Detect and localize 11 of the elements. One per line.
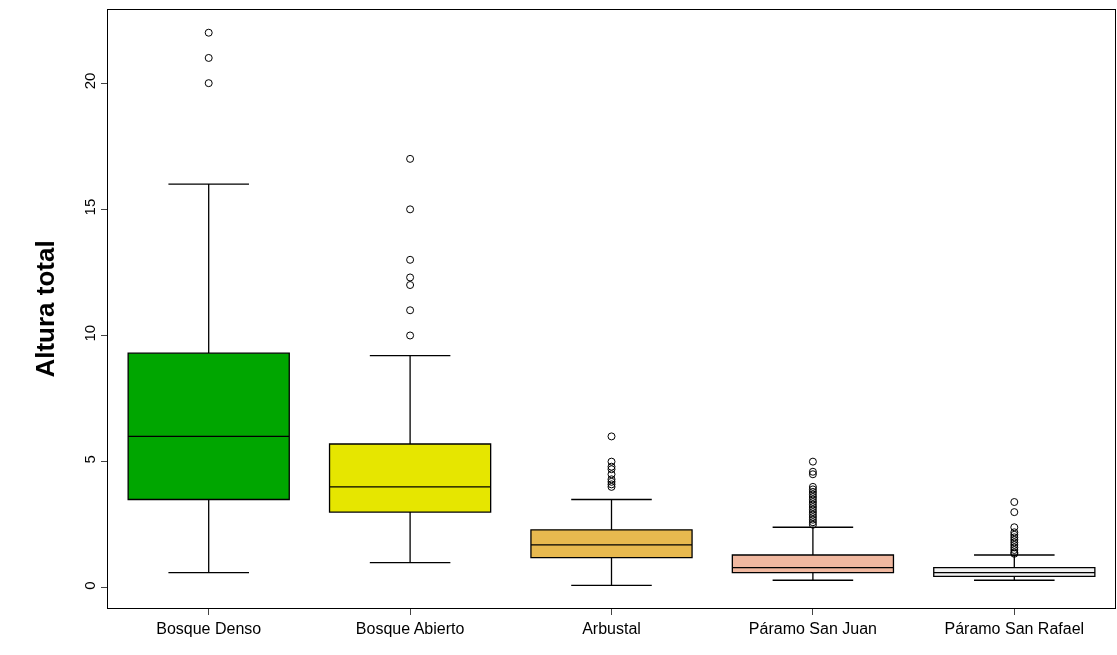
x-tick-label: Arbustal <box>582 620 641 638</box>
y-tick-label: 0 <box>81 581 98 590</box>
y-tick-label: 10 <box>81 324 98 342</box>
y-tick-label: 20 <box>81 72 98 90</box>
y-axis-title: Altura total <box>30 240 61 378</box>
x-tick-label: Páramo San Juan <box>748 620 877 638</box>
x-tick-label: Páramo San Rafael <box>944 620 1085 638</box>
y-tick-label: 5 <box>81 455 98 464</box>
x-tick-label: Bosque Abierto <box>355 620 465 638</box>
y-tick-label: 15 <box>81 198 98 216</box>
x-tick-label: Bosque Denso <box>156 620 262 638</box>
